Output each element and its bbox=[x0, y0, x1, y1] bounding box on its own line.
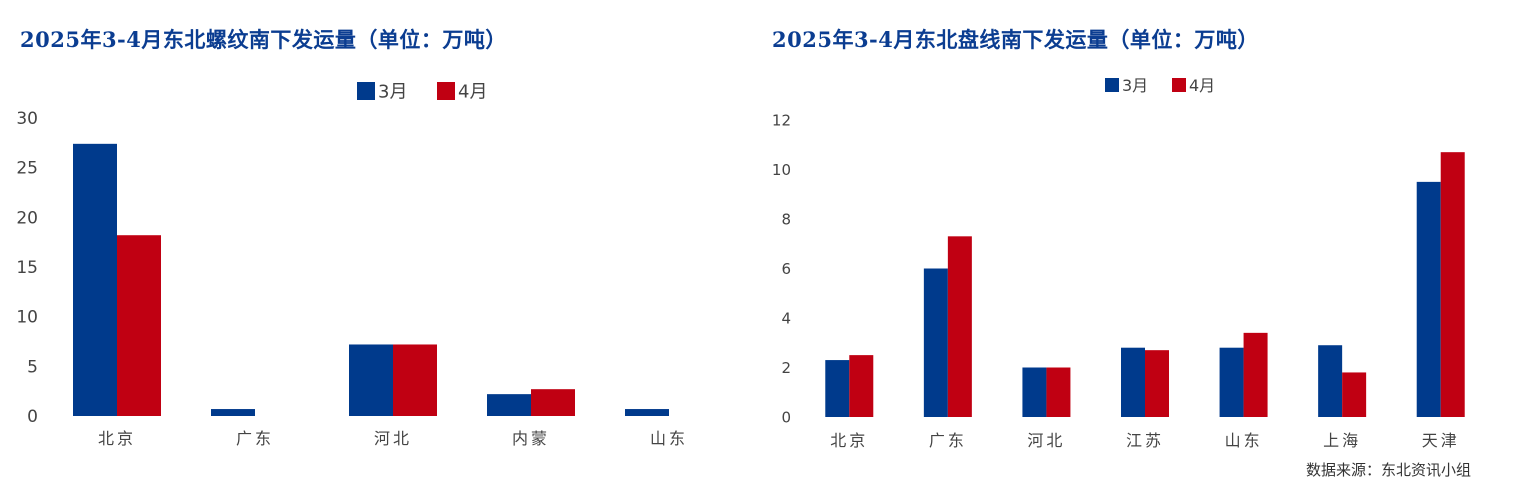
rebar-ytick-label: 10 bbox=[16, 308, 38, 328]
wirerod-legend-swatch bbox=[1105, 78, 1119, 92]
rebar-legend-label: 3月 bbox=[378, 81, 407, 102]
wirerod-bar-march bbox=[923, 268, 948, 417]
rebar-legend-swatch bbox=[357, 82, 375, 100]
rebar-category-label: 河北 bbox=[374, 429, 412, 448]
wirerod-bar-march bbox=[1022, 367, 1047, 417]
wirerod-bar-april bbox=[1342, 372, 1367, 417]
wirerod-bar-march bbox=[1121, 347, 1145, 417]
wirerod-category-label: 山东 bbox=[1225, 431, 1263, 450]
rebar-category-label: 广东 bbox=[236, 429, 274, 448]
rebar-bar-march bbox=[487, 394, 531, 416]
wirerod-category-label: 河北 bbox=[1027, 431, 1065, 450]
rebar-bar-march bbox=[73, 143, 117, 416]
wirerod-bar-april bbox=[1046, 367, 1071, 417]
wirerod-legend-label: 3月 bbox=[1122, 76, 1148, 95]
rebar-ytick-label: 5 bbox=[27, 357, 38, 377]
wirerod-category-label: 江苏 bbox=[1126, 431, 1164, 450]
wirerod-ytick-label: 8 bbox=[781, 210, 791, 228]
wirerod-category-label: 天津 bbox=[1422, 431, 1460, 450]
wirerod-ytick-label: 10 bbox=[772, 161, 791, 179]
rebar-category-label: 山东 bbox=[650, 429, 688, 448]
wirerod-bar-april bbox=[1145, 350, 1169, 417]
wirerod-bar-march bbox=[1318, 345, 1343, 417]
rebar-chart: 0 5 10 15 20 25 30 北京 广东 河北 内蒙 山东 3月 4月 bbox=[16, 81, 688, 448]
wirerod-ytick-label: 6 bbox=[781, 260, 791, 278]
rebar-bar-april bbox=[117, 235, 161, 416]
wirerod-legend-label: 4月 bbox=[1189, 76, 1215, 95]
rebar-ytick-label: 20 bbox=[16, 208, 38, 228]
left-chart-title: 2025年3-4月东北螺纹南下发运量（单位：万吨） bbox=[20, 27, 507, 52]
rebar-ytick-label: 25 bbox=[16, 159, 38, 179]
wirerod-legend-swatch bbox=[1172, 78, 1186, 92]
wirerod-bar-april bbox=[947, 236, 972, 417]
wirerod-bar-april bbox=[1440, 152, 1465, 418]
wirerod-ytick-label: 4 bbox=[781, 309, 791, 327]
wirerod-category-label: 北京 bbox=[830, 431, 868, 450]
rebar-category-label: 北京 bbox=[98, 429, 136, 448]
rebar-bar-march bbox=[211, 409, 255, 416]
wirerod-ytick-label: 12 bbox=[772, 111, 791, 129]
wirerod-ytick-label: 0 bbox=[781, 408, 791, 426]
wirerod-bar-march bbox=[1416, 181, 1441, 417]
rebar-category-label: 内蒙 bbox=[512, 429, 550, 448]
rebar-legend-label: 4月 bbox=[458, 81, 487, 102]
wirerod-category-label: 上海 bbox=[1323, 431, 1361, 450]
rebar-bar-april bbox=[393, 344, 437, 416]
rebar-bar-april bbox=[531, 389, 575, 416]
source-note: 数据来源：东北资讯小组 bbox=[1305, 461, 1471, 479]
wirerod-bar-march bbox=[825, 360, 850, 417]
rebar-bar-march bbox=[625, 409, 669, 416]
wirerod-ytick-label: 2 bbox=[781, 359, 791, 377]
wirerod-bar-march bbox=[1219, 347, 1244, 417]
right-chart-title: 2025年3-4月东北盘线南下发运量（单位：万吨） bbox=[772, 27, 1259, 52]
rebar-ytick-label: 30 bbox=[16, 109, 38, 129]
rebar-ytick-label: 15 bbox=[16, 258, 38, 278]
wirerod-category-label: 广东 bbox=[929, 431, 967, 450]
wirerod-bar-april bbox=[849, 355, 874, 417]
rebar-legend-swatch bbox=[437, 82, 455, 100]
rebar-ytick-label: 0 bbox=[27, 407, 38, 427]
wirerod-bar-april bbox=[1243, 332, 1268, 417]
rebar-bar-march bbox=[349, 344, 393, 416]
